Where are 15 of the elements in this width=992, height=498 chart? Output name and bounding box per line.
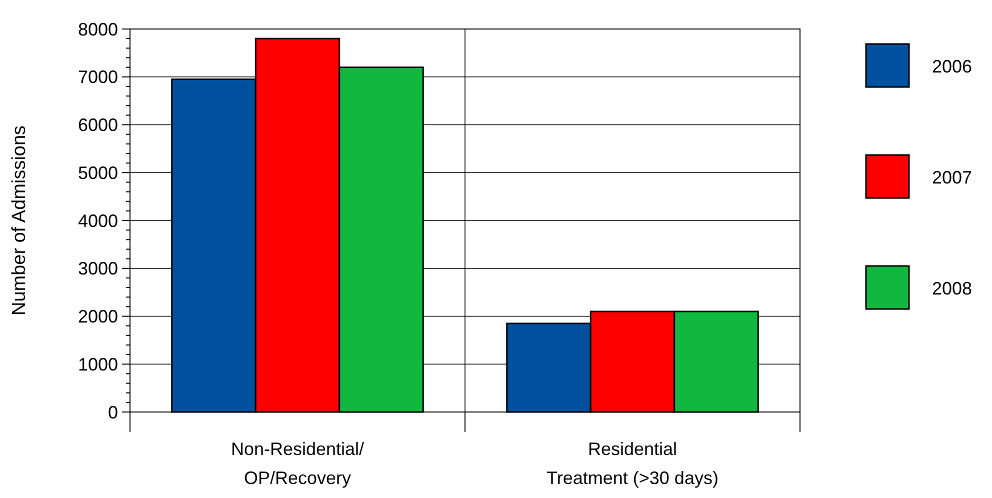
y-tick-label: 6000	[78, 115, 118, 136]
y-tick-label: 8000	[78, 19, 118, 40]
legend-label: 2006	[932, 56, 972, 76]
legend-label: 2007	[932, 167, 972, 188]
y-tick-label: 3000	[78, 258, 118, 279]
y-tick-label: 1000	[78, 354, 118, 374]
x-tick-label: Non-Residential/ OP/Recovery	[230, 439, 364, 488]
y-tick-label: 2000	[78, 306, 118, 327]
x-tick-label: Residential Treatment (>30 days)	[546, 439, 718, 488]
y-tick-label: 4000	[78, 210, 118, 231]
y-tick-label: 0	[108, 402, 118, 422]
y-tick-label: 5000	[78, 162, 118, 183]
y-tick-label: 7000	[78, 67, 118, 88]
y-axis-title: Number of Admissions	[9, 125, 30, 316]
legend-label: 2008	[932, 278, 972, 298]
